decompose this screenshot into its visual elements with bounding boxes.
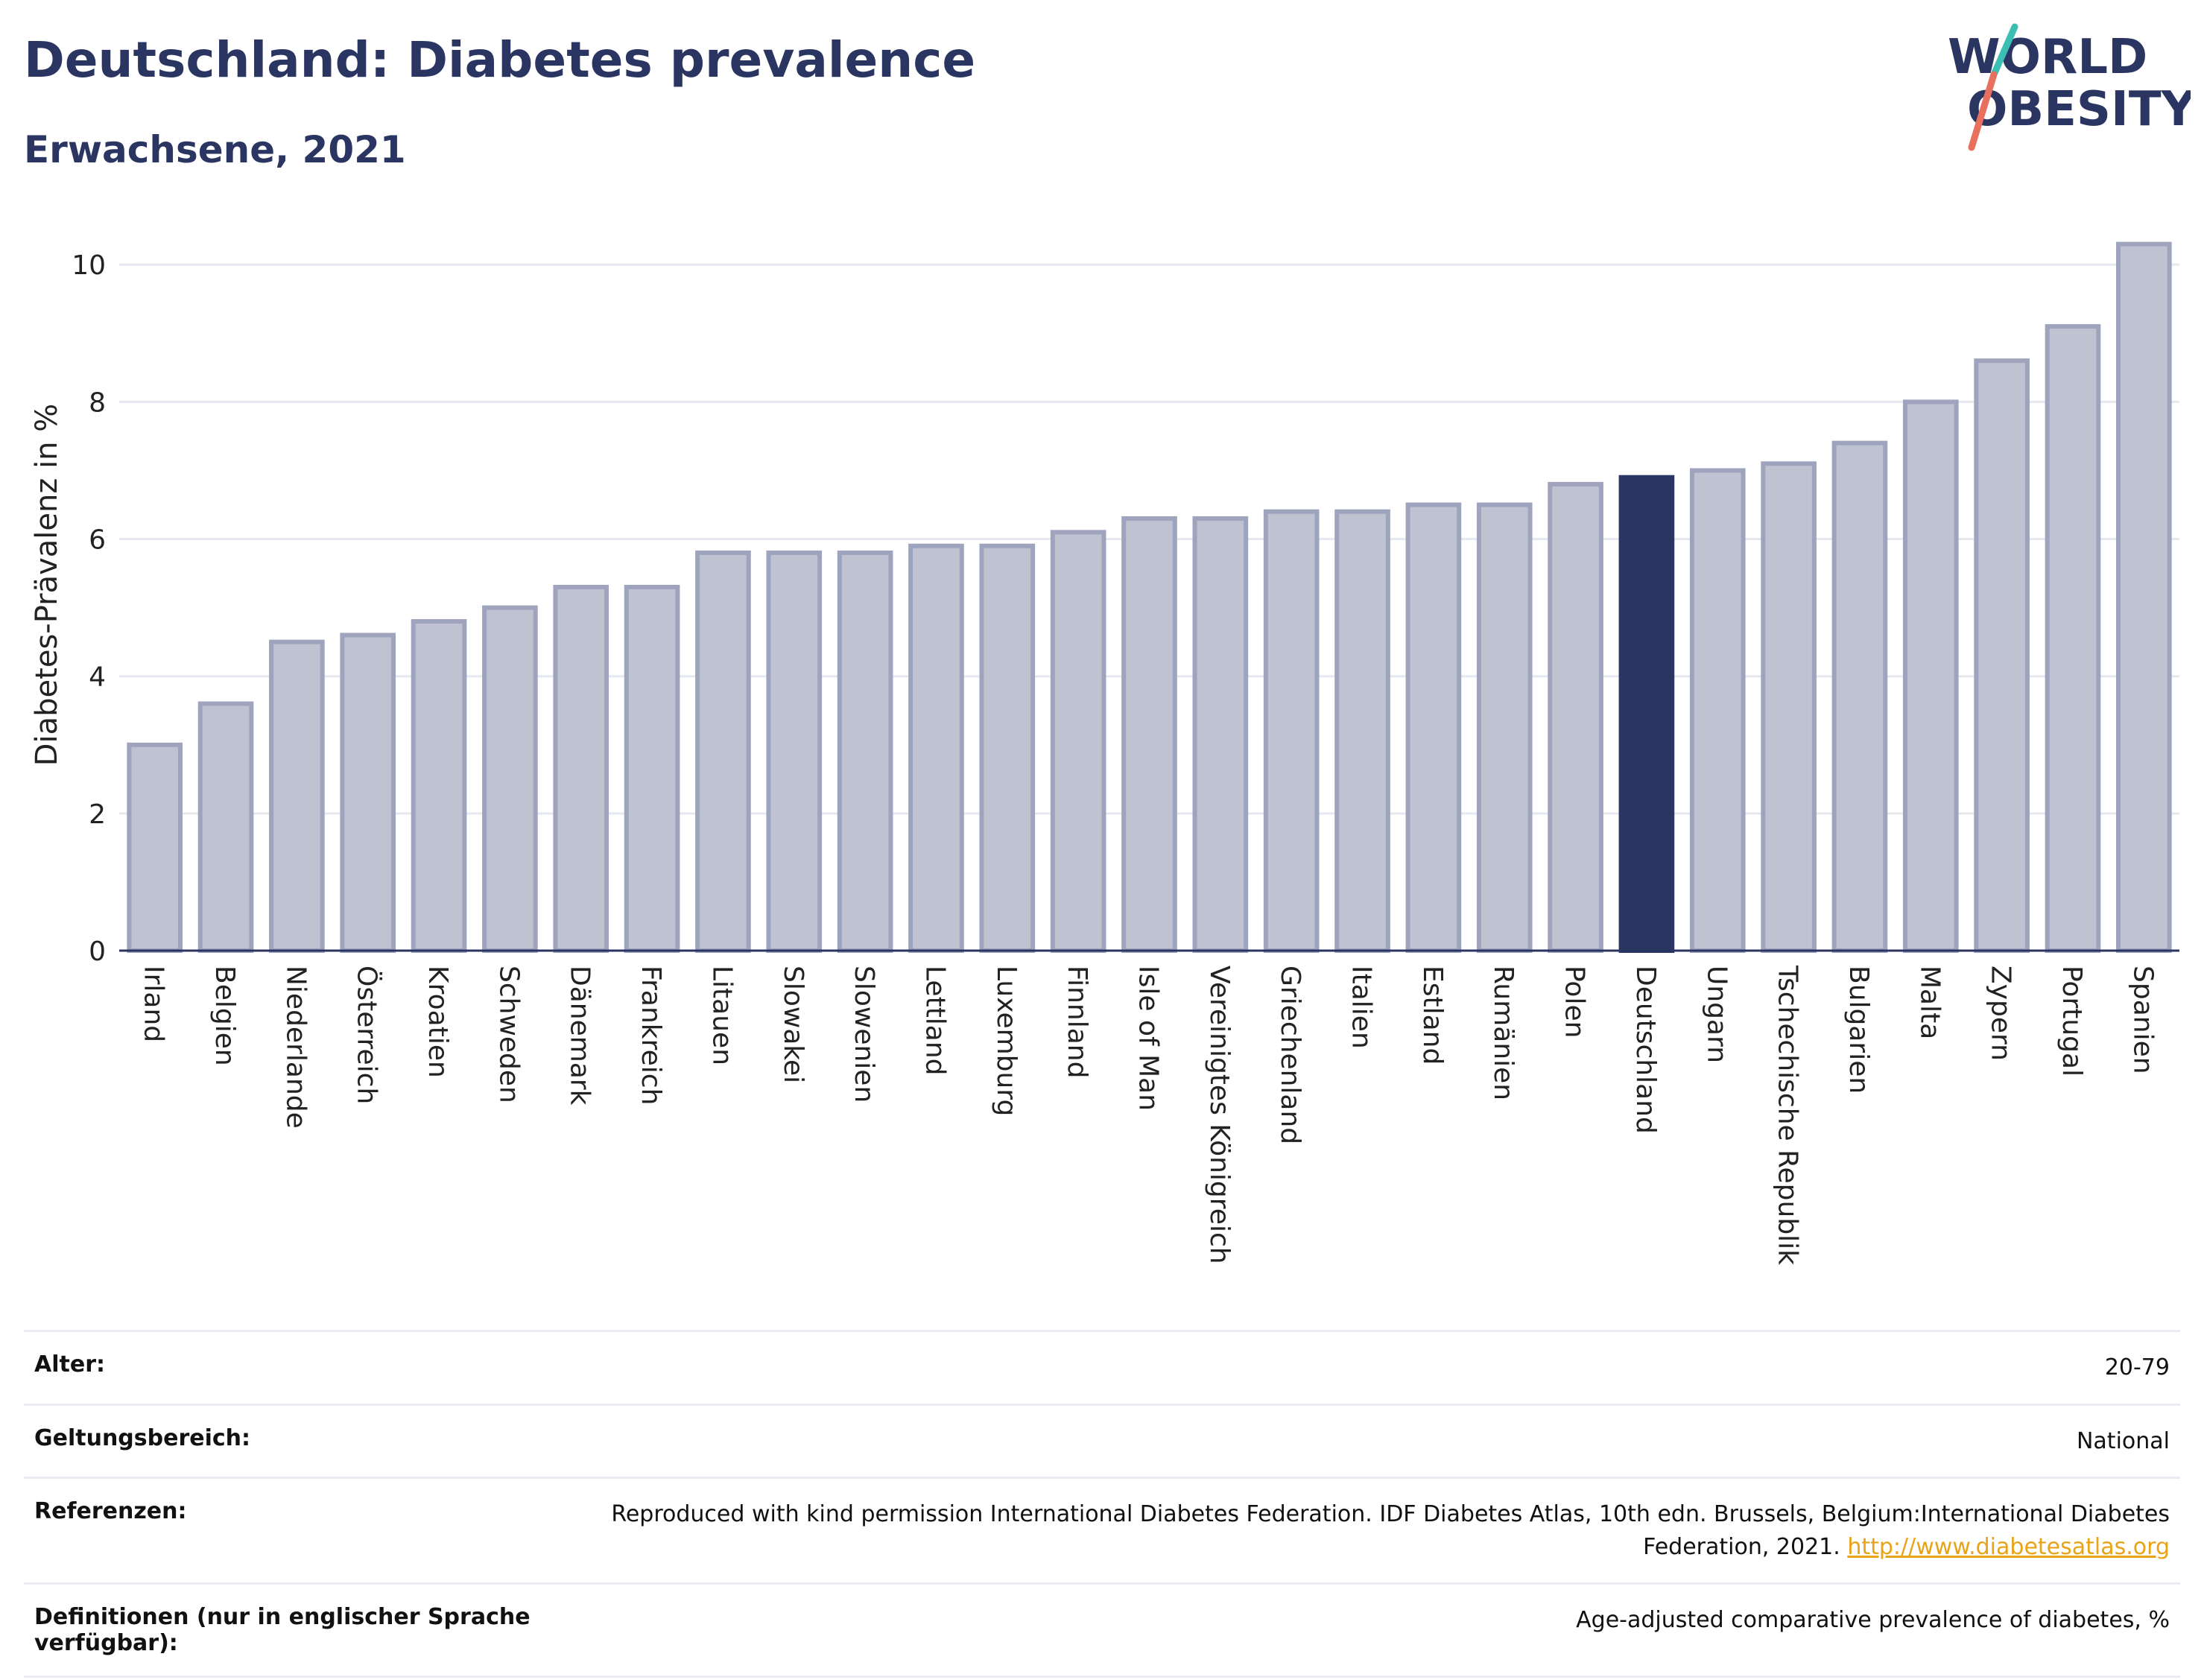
meta-key: Alter: (24, 1330, 551, 1404)
meta-value: National (551, 1403, 2180, 1478)
bar-italien[interactable] (1334, 509, 1390, 953)
x-tick-labels: Irland Belgien Niederlande Österreich Kroati… (139, 965, 2159, 1265)
y-tick-label: 0 (89, 936, 106, 967)
bars (127, 241, 2172, 954)
x-tick-label: Isle of Man (1133, 966, 1164, 1111)
x-tick-label: Bulgarien (1843, 966, 1874, 1094)
bar-isle-of-man[interactable] (1121, 516, 1177, 953)
bar-malta[interactable] (1902, 399, 1959, 953)
bar-dänemark[interactable] (553, 585, 609, 953)
bar-bulgarien[interactable] (1831, 440, 1888, 953)
x-tick-label: Schweden (493, 966, 524, 1103)
x-tick-label: Zypern (1986, 966, 2016, 1061)
bar-belgien[interactable] (197, 701, 254, 954)
x-tick-label: Griechenland (1275, 966, 1305, 1144)
bar-spanien[interactable] (2116, 241, 2172, 954)
x-tick-label: Dänemark (565, 966, 595, 1106)
bar-niederlande[interactable] (269, 639, 325, 954)
bar-frankreich[interactable] (624, 585, 680, 953)
y-tick-label: 4 (89, 662, 106, 693)
meta-value: 20-79 (551, 1330, 2180, 1404)
x-tick-label: Malta (1914, 966, 1945, 1039)
bar-slowakei[interactable] (766, 550, 823, 953)
y-tick-label: 6 (89, 525, 106, 556)
x-tick-label: Luxemburg (991, 966, 1022, 1116)
x-tick-label: Tschechische Republik (1773, 965, 1803, 1265)
y-tick-label: 8 (89, 387, 106, 418)
meta-row-age: Alter: 20-79 (24, 1330, 2180, 1404)
bar-deutschland[interactable] (1618, 475, 1675, 953)
bar-slowenien[interactable] (837, 550, 893, 953)
y-tick-labels: 0 2 4 6 8 10 (72, 250, 106, 967)
meta-value: Reproduced with kind permission Internat… (551, 1477, 2180, 1584)
bar-griechenland[interactable] (1263, 509, 1320, 953)
reference-link[interactable]: http://www.diabetesatlas.org (1847, 1533, 2170, 1560)
y-tick-label: 10 (72, 250, 106, 281)
bar-polen[interactable] (1548, 481, 1603, 953)
x-tick-label: Niederlande (280, 966, 311, 1129)
x-tick-label: Frankreich (636, 966, 666, 1105)
x-tick-label: Rumänien (1488, 966, 1519, 1100)
bar-österreich[interactable] (340, 633, 396, 953)
x-tick-label: Deutschland (1630, 966, 1661, 1134)
bar-lettland[interactable] (908, 543, 964, 953)
x-tick-label: Belgien (209, 966, 240, 1066)
bar-irland[interactable] (127, 742, 183, 953)
bar-ungarn[interactable] (1689, 468, 1746, 953)
bar-litauen[interactable] (695, 550, 751, 953)
meta-key: Referenzen: (24, 1477, 551, 1584)
x-tick-label: Slowenien (849, 966, 879, 1103)
meta-value: Age-adjusted comparative prevalence of d… (551, 1582, 2180, 1678)
bar-vereinigtes-königreich[interactable] (1192, 516, 1249, 953)
meta-key: Definitionen (nur in englischer Sprache … (24, 1582, 551, 1678)
bar-schweden[interactable] (482, 605, 538, 953)
x-tick-label: Vereinigtes Königreich (1204, 966, 1235, 1264)
bar-tschechische-republik[interactable] (1761, 461, 1817, 953)
logo-line-1: WORLD (1948, 30, 2147, 85)
reference-text: Reproduced with kind permission Internat… (611, 1501, 2170, 1560)
x-tick-label: Spanien (2127, 966, 2158, 1074)
x-tick-label: Italien (1346, 966, 1377, 1049)
logo-slash-top (1990, 23, 2018, 78)
meta-row-definitions: Definitionen (nur in englischer Sprache … (24, 1582, 2180, 1678)
x-tick-label: Polen (1559, 966, 1590, 1038)
bar-kroatien[interactable] (411, 619, 467, 953)
bar-portugal[interactable] (2045, 324, 2101, 953)
bar-finnland[interactable] (1050, 530, 1106, 953)
x-tick-label: Irland (139, 966, 169, 1042)
x-tick-label: Kroatien (422, 966, 453, 1078)
page-title: Deutschland: Diabetes prevalence (24, 31, 976, 89)
bar-estland[interactable] (1405, 502, 1462, 953)
x-tick-label: Ungarn (1701, 966, 1732, 1063)
y-tick-label: 2 (89, 799, 106, 830)
y-axis-label: Diabetes-Prävalenz in % (30, 404, 64, 767)
page-subtitle: Erwachsene, 2021 (24, 128, 406, 171)
meta-key: Geltungsbereich: (24, 1403, 551, 1478)
meta-row-references: Referenzen: Reproduced with kind permiss… (24, 1477, 2180, 1584)
bar-luxemburg[interactable] (979, 543, 1036, 953)
metadata-table: Alter: 20-79 Geltungsbereich: National R… (24, 1330, 2180, 1678)
x-tick-label: Österreich (352, 966, 383, 1104)
x-tick-label: Portugal (2056, 966, 2087, 1077)
x-tick-label: Litauen (706, 966, 737, 1065)
bar-rumänien[interactable] (1476, 502, 1533, 953)
bar-chart: 0 2 4 6 8 10 Irland Belgien Niederlande Österrei… (30, 241, 2179, 1265)
meta-row-scope: Geltungsbereich: National (24, 1403, 2180, 1478)
world-obesity-logo: WORLD OBESITY (1948, 23, 2191, 151)
x-tick-label: Lettland (919, 966, 950, 1076)
x-tick-label: Slowakei (778, 966, 808, 1083)
x-tick-label: Estland (1417, 966, 1448, 1065)
logo-slash-bottom (1968, 71, 1998, 151)
x-tick-label: Finnland (1062, 966, 1092, 1078)
logo-line-2: OBESITY (1967, 82, 2191, 137)
bar-zypern[interactable] (1974, 358, 2030, 953)
